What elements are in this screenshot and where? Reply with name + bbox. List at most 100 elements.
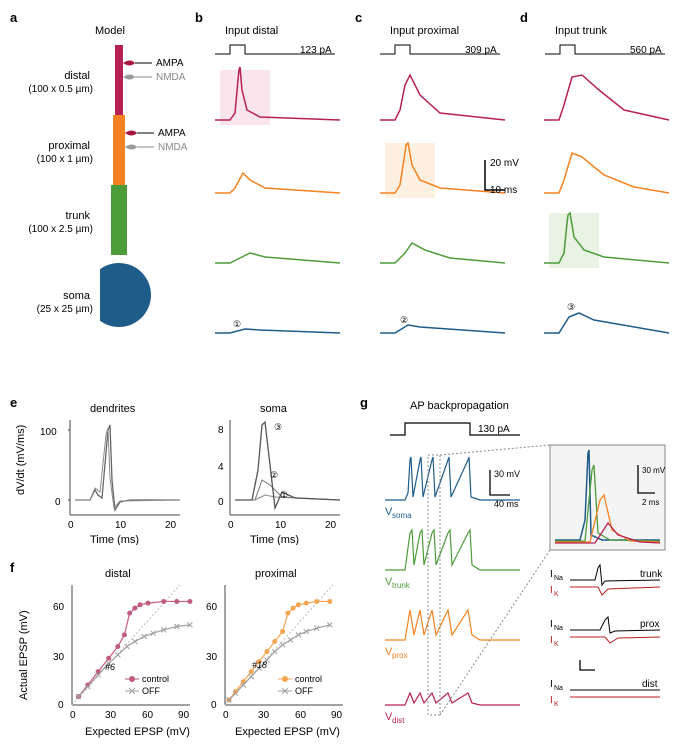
svg-text:10: 10 [275,520,287,531]
svg-text:I: I [550,569,553,580]
panel-label-f: f [10,560,14,575]
distal-dims: (100 x 0.5 µm) [8,84,93,95]
svg-text:Expected EPSP (mV): Expected EPSP (mV) [85,726,190,738]
svg-text:I: I [550,619,553,630]
svg-text:#18: #18 [252,660,267,670]
scale-ms: 10 ms [490,185,517,196]
svg-text:4: 4 [218,462,224,473]
svg-text:20: 20 [325,520,337,531]
panel-a-title: Model [95,25,125,37]
panel-label-b: b [195,10,203,25]
svg-text:#6: #6 [105,662,115,672]
svg-text:②: ② [270,470,278,480]
panel-d-title: Input trunk [555,25,607,37]
svg-text:③: ③ [274,422,282,432]
ampa-label-2: AMPA [158,128,186,139]
svg-text:proximal: proximal [255,568,297,580]
panel-label-e: e [10,395,17,410]
svg-text:OFF: OFF [295,686,313,696]
ampa-label-1: AMPA [156,58,184,69]
stim-c [375,42,505,57]
panel-label-g: g [360,395,368,410]
svg-text:I: I [550,679,553,690]
svg-text:30: 30 [53,652,65,663]
svg-text:Time (ms): Time (ms) [90,534,139,545]
svg-text:0: 0 [70,710,76,721]
traces-b: ① [205,65,350,355]
traces-c: ② [370,65,515,355]
svg-text:K: K [554,591,559,598]
svg-text:60: 60 [53,602,65,613]
svg-text:dist: dist [392,716,405,725]
svg-text:②: ② [400,315,408,325]
svg-text:I: I [550,635,553,646]
proximal-dims: (100 x 1 µm) [8,154,93,165]
svg-text:Na: Na [554,685,563,692]
panel-g: 130 pA Vsoma Vtrunk Vprox Vdist 30 mV 40… [370,415,680,745]
soma-label: soma [20,290,90,302]
neuron-model [100,45,180,335]
panel-e: dendrites 100 0 0 10 20 Time (ms) soma 0… [30,400,340,545]
e-right-title: soma [260,403,288,415]
svg-text:0: 0 [223,710,229,721]
distal-label: distal [20,70,90,82]
svg-text:Na: Na [554,575,563,582]
svg-text:0: 0 [55,497,61,508]
svg-text:0: 0 [58,700,64,711]
svg-text:distal: distal [105,568,131,580]
svg-text:90: 90 [331,710,343,721]
svg-text:I: I [550,695,553,706]
svg-text:trunk: trunk [640,569,663,580]
nmda-label-2: NMDA [158,142,187,153]
svg-text:0: 0 [218,497,224,508]
svg-text:③: ③ [567,302,575,312]
svg-text:soma: soma [392,511,412,520]
svg-text:control: control [142,674,169,684]
svg-text:prox: prox [392,651,408,660]
svg-text:90: 90 [178,710,190,721]
panel-label-d: d [520,10,528,25]
svg-text:①: ① [233,319,241,329]
panel-c-title: Input proximal [390,25,459,37]
svg-text:2 ms: 2 ms [642,498,659,507]
panel-label-c: c [355,10,362,25]
svg-text:Expected EPSP (mV): Expected EPSP (mV) [235,726,340,738]
svg-text:prox: prox [640,619,659,630]
stim-b [210,42,340,57]
svg-text:30 mV: 30 mV [494,469,520,479]
soma-dims: (25 x 25 µm) [8,304,93,315]
svg-text:0: 0 [68,520,74,531]
svg-text:Time (ms): Time (ms) [250,534,299,545]
stim-d [540,42,670,57]
scale-mv: 20 mV [490,158,519,169]
svg-text:①: ① [280,490,288,500]
svg-text:60: 60 [206,602,218,613]
panel-b-title: Input distal [225,25,278,37]
svg-text:K: K [554,641,559,648]
svg-text:I: I [550,585,553,596]
svg-text:30: 30 [258,710,270,721]
svg-text:60: 60 [142,710,154,721]
traces-d: ③ [534,65,679,355]
svg-text:100: 100 [40,427,57,438]
svg-text:40 ms: 40 ms [494,499,519,509]
svg-text:130 pA: 130 pA [478,424,510,435]
svg-text:trunk: trunk [392,581,411,590]
trunk-dims: (100 x 2.5 µm) [8,224,93,235]
e-left-title: dendrites [90,403,136,415]
svg-text:0: 0 [211,700,217,711]
svg-text:30: 30 [105,710,117,721]
nmda-label-1: NMDA [156,72,185,83]
svg-text:30 mV: 30 mV [642,466,666,475]
e-ylabel: dV/dt (mV/ms) [15,425,27,495]
proximal-label: proximal [20,140,90,152]
svg-text:60: 60 [295,710,307,721]
panel-label-a: a [10,10,17,25]
panel-f: distal 0 30 60 0 30 60 90 #6 control OFF… [30,565,350,740]
svg-text:K: K [554,701,559,708]
svg-text:20: 20 [165,520,177,531]
panel-g-title: AP backpropagation [410,400,509,412]
trunk-label: trunk [20,210,90,222]
svg-text:30: 30 [206,652,218,663]
svg-text:dist: dist [642,679,658,690]
